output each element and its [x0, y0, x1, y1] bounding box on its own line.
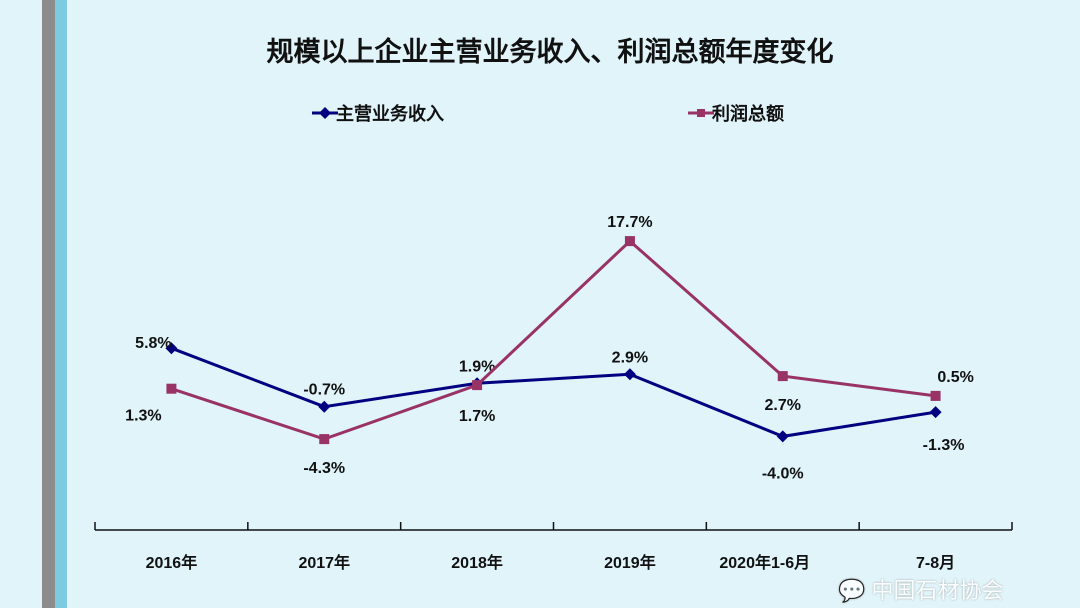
data-label: 1.7% [459, 408, 495, 425]
data-label: 0.5% [937, 369, 973, 386]
chart-title: 规模以上企业主营业务收入、利润总额年度变化 [266, 37, 834, 68]
data-label: 17.7% [607, 214, 652, 231]
x-tick-label: 2017年 [298, 553, 350, 572]
x-tick-label: 2018年 [451, 553, 503, 572]
data-label: -0.7% [303, 382, 345, 399]
data-point-revenue [929, 406, 942, 419]
left-gray-stripe [42, 0, 55, 608]
data-point-revenue [318, 400, 331, 413]
wechat-icon: 💬 [838, 578, 866, 603]
series-line [170, 239, 936, 441]
x-tick-label: 2016年 [146, 553, 198, 572]
legend-diamond-marker [319, 107, 331, 119]
data-point-profit [930, 390, 941, 401]
legend-square-marker [697, 109, 705, 117]
data-label: 1.3% [125, 408, 161, 425]
data-point-revenue [623, 368, 636, 381]
watermark: 💬 中国石材协会 [838, 576, 1004, 606]
x-tick-label: 2019年 [604, 553, 656, 572]
data-point-profit [472, 380, 483, 391]
legend-label: 利润总额 [712, 103, 784, 124]
data-label: -4.3% [303, 460, 345, 477]
data-point-profit [319, 434, 330, 445]
data-point-revenue [165, 342, 178, 355]
data-label: 2.9% [612, 349, 648, 366]
left-blue-stripe [55, 0, 67, 608]
data-label: -4.0% [762, 465, 804, 482]
series-line [170, 346, 936, 438]
data-label: 5.8% [135, 335, 171, 352]
data-point-revenue [776, 430, 789, 443]
data-point-profit [166, 383, 177, 394]
data-label: 1.9% [459, 358, 495, 375]
x-tick-label: 7-8月 [916, 554, 955, 572]
x-tick-label: 2020年1-6月 [719, 553, 810, 572]
data-point-profit [777, 371, 788, 382]
data-label: 2.7% [765, 397, 801, 414]
data-point-profit [624, 236, 635, 247]
legend-label: 主营业务收入 [336, 103, 444, 124]
data-label: -1.3% [923, 437, 965, 454]
watermark-text: 中国石材协会 [871, 578, 1004, 603]
